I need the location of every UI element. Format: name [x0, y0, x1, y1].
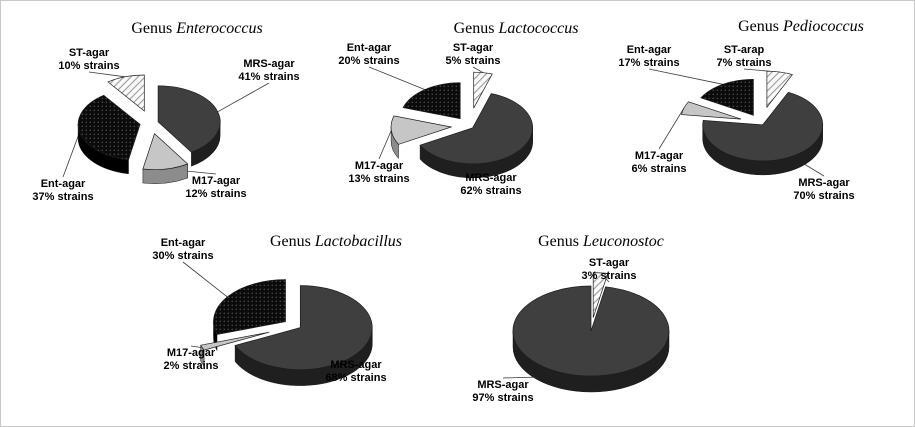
pie-chart-enterococcus: MRS-agar 41% strains M17-agar 12% strains En…: [1, 1, 311, 216]
pie-slice-mrs-agar: [234, 285, 373, 370]
pie-slice-m17-agar: [390, 115, 453, 145]
label-leader-line: [378, 130, 392, 160]
pie-slice-st-agar: [107, 74, 145, 112]
slice-label: ST-agar 5% strains: [445, 42, 500, 67]
label-leader-line: [658, 107, 685, 150]
chart-title: Genus Pediococcus: [738, 18, 864, 35]
pie-svg: ST-agar 5% strains MRS-agar 62% strains M17-…: [338, 20, 579, 197]
pie-slice-st-arap: [766, 70, 793, 109]
pie-svg: MRS-agar 41% strains M17-agar 12% strains En…: [32, 20, 299, 203]
slice-label: M17-agar 6% strains: [631, 150, 686, 175]
label-leader-line: [182, 261, 228, 298]
pie-chart-leuconostoc: ST-agar 3% strains MRS-agar 97% strains Genu…: [461, 216, 791, 426]
pie-slice-ent-agar: [700, 78, 754, 116]
slice-label: M17-agar 2% strains: [163, 347, 218, 372]
slice-label: Ent-agar 30% strains: [152, 237, 213, 262]
label-leader-line: [648, 68, 723, 85]
pie-chart-lactococcus: ST-agar 5% strains MRS-agar 62% strains M17-…: [311, 1, 616, 216]
slice-label: MRS-agar 97% strains: [472, 379, 533, 404]
chart-title: Genus Enterococcus: [131, 20, 262, 37]
label-leader-line: [368, 66, 426, 90]
slice-label: MRS-agar 68% strains: [325, 359, 386, 384]
slice-label: MRS-agar 70% strains: [793, 177, 854, 202]
slice-label: Ent-agar 17% strains: [618, 44, 679, 69]
slice-label: Ent-agar 37% strains: [32, 178, 93, 203]
slice-label: Ent-agar 20% strains: [338, 42, 399, 67]
pie-slice-mrs-agar: [512, 285, 670, 377]
label-leader-line: [88, 71, 126, 78]
pie-slice-st-agar: [473, 71, 493, 109]
slice-label: ST-agar 10% strains: [58, 47, 119, 72]
chart-title: Genus Leuconostoc: [538, 233, 664, 250]
pie-slice-m17-agar: [681, 101, 742, 120]
slice-label: M17-agar 12% strains: [185, 175, 246, 200]
chart-title: Genus Lactobacillus: [270, 233, 402, 250]
pie-chart-lactobacillus: MRS-agar 68% strains M17-agar 2% strains Ent…: [131, 216, 461, 426]
label-leader-line: [217, 82, 270, 113]
label-leader-line: [62, 132, 80, 178]
pie-svg: MRS-agar 68% strains M17-agar 2% strains Ent…: [152, 233, 402, 386]
pie-slice-st-agar: [592, 272, 609, 318]
pie-slice-ent-agar: [213, 279, 286, 335]
chart-title: Genus Lactococcus: [454, 20, 579, 37]
pie-chart-pediococcus: ST-arap 7% strains MRS-agar 70% strains M17-…: [616, 1, 914, 216]
pie-slice-m17-agar: [142, 132, 189, 170]
pie-svg: ST-arap 7% strains MRS-agar 70% strains M17-…: [618, 18, 864, 202]
slice-label: M17-agar 13% strains: [348, 160, 409, 185]
pie-slice-mrs-agar: [157, 85, 221, 153]
slice-label: MRS-agar 62% strains: [460, 172, 521, 197]
label-leader-line: [472, 66, 484, 74]
slice-label: MRS-agar 41% strains: [238, 58, 299, 83]
pie-slice-m17-agar: [200, 331, 270, 351]
pie-svg: ST-agar 3% strains MRS-agar 97% strains Genu…: [472, 233, 670, 404]
pie-slice-mrs-agar: [702, 91, 824, 162]
pie-slice-mrs-agar: [419, 93, 534, 165]
slice-label: ST-arap 7% strains: [716, 44, 771, 69]
pie-slice-ent-agar: [77, 94, 141, 161]
slice-label: ST-agar 3% strains: [581, 257, 636, 282]
pie-slice-ent-agar: [402, 82, 461, 120]
label-leader-line: [190, 345, 203, 348]
